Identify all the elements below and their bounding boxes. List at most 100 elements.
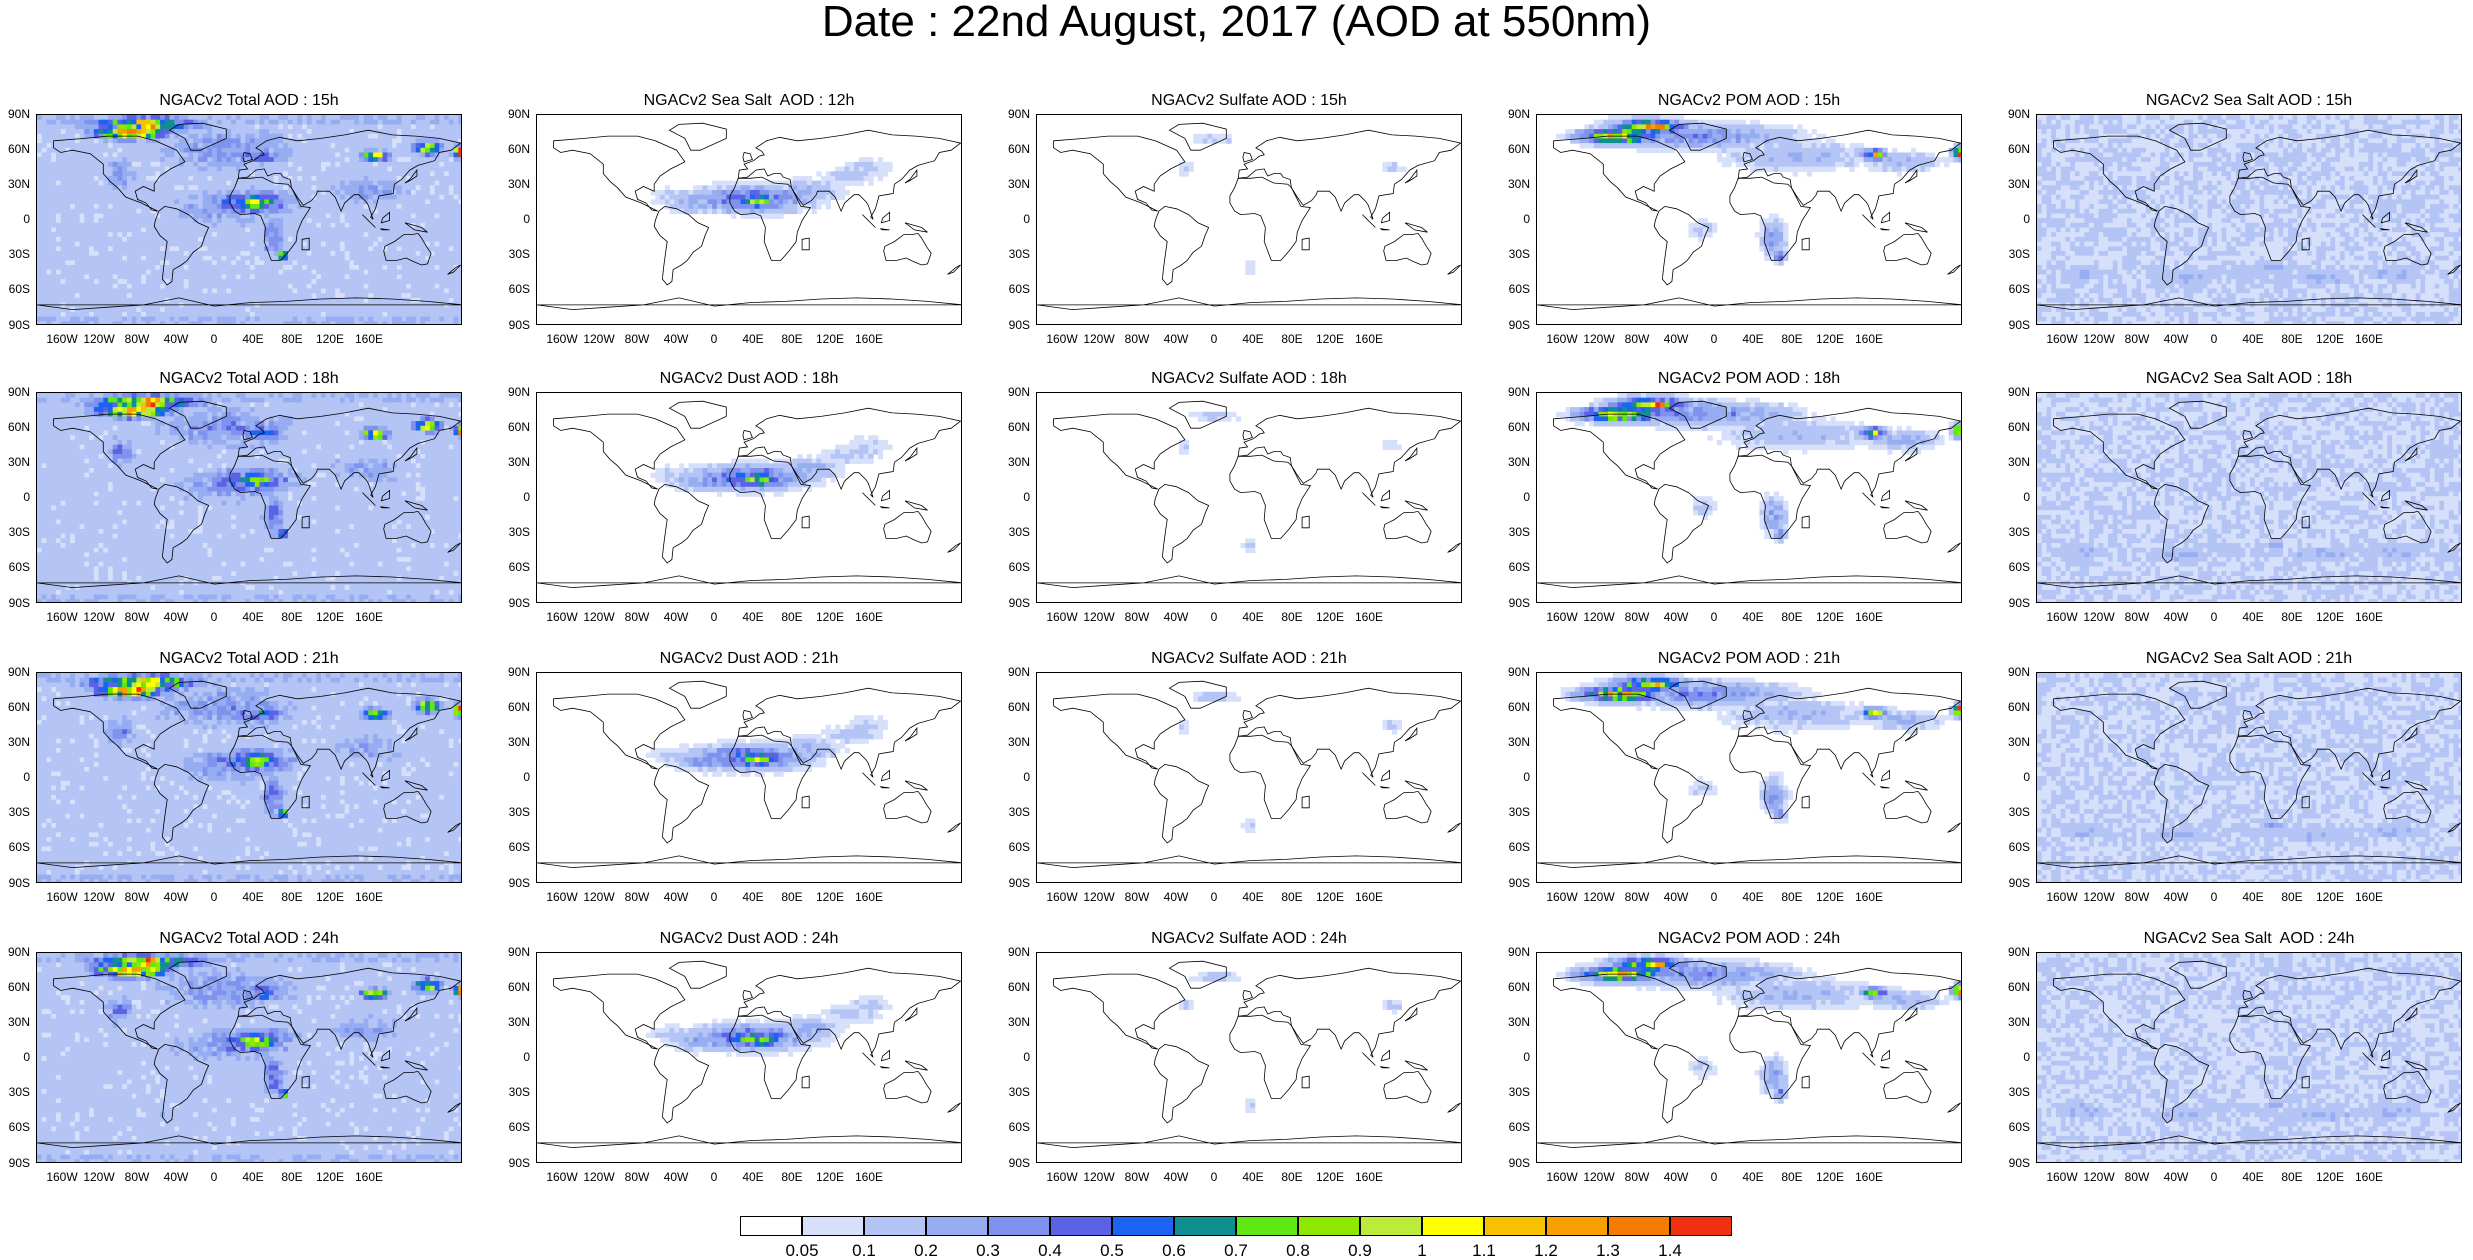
coastline (168, 122, 227, 151)
map-panel: NGACv2 Sea Salt AOD : 21h 90N 60N 30N 0 30S 60… (2000, 650, 2462, 910)
coastline (1380, 1049, 1391, 1062)
latitude-tick-label: 60S (1500, 841, 1530, 853)
coastline (1404, 500, 1428, 511)
coastline (880, 506, 890, 509)
coastline (301, 515, 310, 529)
coastline (862, 1052, 876, 1066)
coastline (53, 413, 186, 490)
coastline-outlines (537, 960, 961, 1149)
coastline (1362, 214, 1376, 228)
latitude-tick-label: 90S (1500, 1157, 1530, 1169)
longitude-tick-label: 120W (79, 332, 119, 346)
coastline-outlines (1037, 960, 1461, 1149)
coastline (2383, 232, 2432, 266)
coastline (1404, 726, 1418, 742)
latitude-tick-label: 60S (500, 1121, 530, 1133)
aod-field (645, 995, 893, 1057)
coastline (742, 710, 753, 721)
latitude-tick-label: 90N (2000, 946, 2030, 958)
latitude-tick-label: 30S (1000, 1086, 1030, 1098)
coastline (904, 500, 928, 511)
longitude-tick-label: 160W (2042, 1170, 2082, 1184)
coastline (737, 407, 961, 498)
longitude-tick-label: 120W (2079, 1170, 2119, 1184)
coastline (553, 135, 686, 212)
longitude-tick-label: 0 (194, 610, 234, 624)
longitude-tick-label: 80E (2272, 610, 2312, 624)
panel-title: NGACv2 POM AOD : 21h (1536, 650, 1962, 668)
latitude-tick-label: 60S (1000, 1121, 1030, 1133)
aod-field (1179, 411, 1402, 553)
longitude-tick-label: 40E (1733, 890, 1773, 904)
longitude-tick-label: 160W (542, 610, 582, 624)
coastline (301, 795, 310, 809)
aod-map-svg (1037, 122, 1461, 311)
coastline (2447, 264, 2461, 275)
coastline-outlines (537, 122, 961, 311)
latitude-tick-label: 30N (1500, 736, 1530, 748)
coastline (2404, 222, 2428, 233)
coastline (947, 264, 961, 275)
colorbar-swatch (1236, 1216, 1298, 1236)
coastline (2383, 510, 2432, 544)
coastline (1904, 222, 1928, 233)
coastline (1653, 763, 1710, 844)
longitude-tick-label: 120W (2079, 332, 2119, 346)
coastline (1537, 297, 1961, 311)
latitude-tick-label: 30S (2000, 1086, 2030, 1098)
aod-field (645, 715, 888, 777)
panel-title: NGACv2 Dust AOD : 21h (536, 650, 962, 668)
coastline (880, 228, 890, 231)
latitude-tick-label: 90S (0, 597, 30, 609)
coastline (2404, 1006, 2418, 1022)
coastline (383, 232, 432, 266)
coastline-outlines (1537, 680, 1961, 869)
coastline-outlines (1037, 122, 1461, 311)
coastline (1553, 693, 1686, 770)
colorbar-label: 0.9 (1340, 1242, 1380, 1260)
longitude-tick-label: 120E (1810, 1170, 1850, 1184)
latitude-tick-label: 90N (500, 108, 530, 120)
coastline (447, 1102, 461, 1113)
latitude-tick-label: 90N (1500, 108, 1530, 120)
latitude-tick-label: 30S (500, 526, 530, 538)
coastline (883, 510, 932, 544)
latitude-tick-label: 0 (1000, 771, 1030, 783)
longitude-tick-label: 80W (1117, 1170, 1157, 1184)
longitude-tick-label: 160E (849, 610, 889, 624)
coastline (729, 176, 812, 261)
longitude-tick-label: 160W (1042, 890, 1082, 904)
coastline (2237, 687, 2461, 778)
aod-map-svg (537, 960, 961, 1149)
coastline (553, 973, 686, 1050)
coastline (1668, 400, 1727, 429)
latitude-tick-label: 90N (0, 946, 30, 958)
longitude-tick-label: 120E (1310, 332, 1350, 346)
coastline (2153, 763, 2210, 844)
map-panel: NGACv2 POM AOD : 18h 90N 60N 30N 0 30S 60S 90S 1… (1500, 370, 1962, 630)
coastline (653, 763, 710, 844)
latitude-tick-label: 0 (2000, 771, 2030, 783)
coastline (1653, 1043, 1710, 1124)
page-title: Date : 22nd August, 2017 (AOD at 550nm) (0, 0, 2473, 44)
coastline (904, 780, 928, 791)
coastline (1668, 960, 1727, 989)
coastline (1383, 790, 1432, 824)
coastline (1904, 726, 1918, 742)
coastline (880, 1066, 890, 1069)
longitude-tick-label: 0 (1694, 610, 1734, 624)
coastline (2301, 795, 2310, 809)
coastline (1801, 795, 1810, 809)
aod-map-svg (1537, 673, 1961, 869)
longitude-tick-label: 80W (2117, 610, 2157, 624)
map-panel: NGACv2 Sea Salt AOD : 18h 90N 60N 30N 0 30S 60… (2000, 370, 2462, 630)
longitude-tick-label: 80E (1272, 332, 1312, 346)
latitude-tick-label: 90S (500, 597, 530, 609)
longitude-tick-label: 160E (349, 332, 389, 346)
longitude-tick-label: 0 (2194, 332, 2234, 346)
coastline (1362, 492, 1376, 506)
coastline (2037, 855, 2461, 869)
coastline (1404, 446, 1418, 462)
longitude-tick-label: 120E (2310, 1170, 2350, 1184)
aod-map-svg (1037, 960, 1461, 1149)
